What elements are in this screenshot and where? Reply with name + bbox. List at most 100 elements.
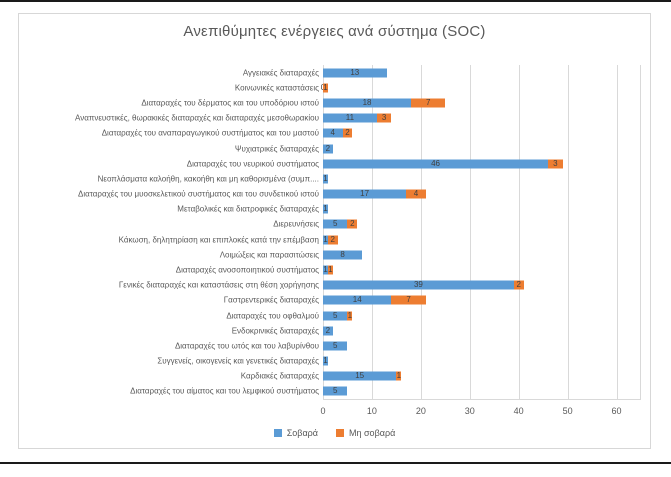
bar-segment-non-serious[interactable] — [347, 311, 353, 320]
bar-segment-serious[interactable] — [323, 113, 377, 123]
bar-segment-non-serious[interactable] — [376, 113, 392, 123]
category-label: Κάκωση, δηλητηρίαση και επιπλοκές κατά τ… — [118, 235, 319, 245]
x-tick-label: 0 — [320, 406, 326, 416]
bar-segment-serious[interactable] — [323, 280, 514, 290]
data-label: 18 — [362, 97, 372, 107]
bar-segment-non-serious[interactable] — [323, 83, 328, 93]
gridline — [567, 65, 569, 399]
data-label: 2 — [516, 280, 521, 290]
x-axis-line — [323, 399, 641, 400]
x-tick-label: 60 — [611, 406, 622, 416]
category-label: Διαταραχές του δέρματος και του υποδόριο… — [141, 98, 319, 108]
bar-segment-non-serious[interactable] — [411, 98, 446, 108]
legend: Σοβαρά Μη σοβαρά — [19, 428, 650, 438]
bar-segment-serious[interactable] — [323, 311, 348, 320]
bar-segment-serious[interactable] — [323, 235, 328, 245]
page-bottom-rule — [0, 462, 671, 464]
data-label: 1 — [347, 310, 353, 320]
plot-area: 1301187113422463117415212811392147512511… — [321, 65, 641, 400]
bar-segment-serious[interactable] — [323, 68, 387, 78]
data-label: 7 — [425, 97, 431, 107]
x-tick-label: 30 — [464, 406, 475, 416]
legend-item[interactable]: Μη σοβαρά — [336, 428, 395, 438]
bar-segment-non-serious[interactable] — [513, 280, 524, 290]
category-label: Συγγενείς, οικογενείς και γενετικές διατ… — [157, 356, 319, 366]
bar-segment-serious[interactable] — [323, 144, 333, 153]
bar-segment-serious[interactable] — [323, 265, 328, 275]
x-tick-label: 10 — [366, 406, 377, 416]
category-label: Αναπνευστικές, θωρακικές διαταραχές και … — [75, 113, 319, 123]
data-label: 3 — [381, 113, 387, 123]
category-label: Διαταραχές του οφθαλμού — [226, 311, 319, 320]
gridline — [323, 65, 324, 399]
category-label: Ενδοκρινικές διαταραχές — [231, 326, 319, 336]
data-label: 5 — [332, 310, 338, 320]
data-label: 39 — [413, 280, 423, 290]
bar-segment-serious[interactable] — [323, 386, 348, 396]
chart-title: Ανεπιθύμητες ενέργειες ανά σύστημα (SOC) — [183, 23, 486, 40]
category-label: Μεταβολικές και διατροφικές διαταραχές — [177, 204, 319, 214]
data-label: 5 — [332, 386, 338, 396]
bar-segment-serious[interactable] — [323, 356, 328, 366]
data-label: 11 — [345, 113, 355, 123]
category-label: Αγγειακές διαταραχές — [242, 68, 319, 78]
category-label: Διαταραχές του μυοσκελετικού συστήματος … — [77, 189, 319, 199]
data-label: 4 — [330, 128, 336, 138]
data-label: 2 — [325, 143, 331, 153]
category-axis: Αγγειακές διαταραχές Κοινωνικές καταστάσε… — [19, 14, 319, 448]
bar-segment-non-serious[interactable] — [396, 371, 402, 381]
data-label: 5 — [332, 219, 338, 229]
bar-segment-serious[interactable] — [323, 371, 397, 381]
data-label: 1 — [323, 264, 328, 274]
bar-segment-non-serious[interactable] — [548, 159, 563, 169]
data-label: 1 — [328, 264, 333, 274]
category-label: Διαταραχές του αναπαραγωγικού συστήματος… — [101, 128, 319, 138]
bar-segment-non-serious[interactable] — [342, 128, 353, 138]
gridline — [371, 65, 373, 399]
bar-segment-serious[interactable] — [323, 189, 407, 199]
data-label: 1 — [323, 173, 328, 183]
data-label: 1 — [323, 356, 328, 366]
data-label: 17 — [360, 189, 370, 199]
category-label: Διερευνήσεις — [273, 219, 319, 229]
data-label: 1 — [323, 204, 328, 214]
bar-segment-serious[interactable] — [323, 174, 328, 184]
data-label: 2 — [325, 325, 331, 335]
bar-segment-serious[interactable] — [323, 295, 392, 305]
bar-segment-serious[interactable] — [323, 219, 348, 229]
bar-segment-non-serious[interactable] — [391, 295, 426, 305]
bar-segment-non-serious[interactable] — [327, 235, 338, 245]
bar-segment-serious[interactable] — [323, 250, 363, 260]
bar-segment-serious[interactable] — [323, 159, 549, 169]
gridline — [518, 65, 520, 399]
data-label: 13 — [350, 67, 360, 77]
x-tick-label: 40 — [513, 406, 524, 416]
category-label: Ψυχιατρικές διαταραχές — [234, 144, 319, 153]
bar-segment-non-serious[interactable] — [406, 189, 426, 199]
category-label: Διαταραχές ανοσοποιητικού συστήματος — [175, 265, 319, 275]
x-tick-label: 20 — [415, 406, 426, 416]
category-label: Διαταραχές του νευρικού συστήματος — [186, 159, 319, 169]
category-label: Λοιμώξεις και παρασιτώσεις — [219, 250, 319, 260]
adverse-events-chart[interactable]: Ανεπιθύμητες ενέργειες ανά σύστημα (SOC)… — [18, 13, 651, 449]
legend-item[interactable]: Σοβαρά — [273, 428, 318, 438]
category-label: Νεοπλάσματα καλοήθη, κακοήθη και μη καθο… — [97, 174, 319, 184]
legend-label: Μη σοβαρά — [349, 428, 396, 438]
bar-segment-serious[interactable] — [323, 204, 328, 214]
category-label: Γαστρεντερικές διαταραχές — [223, 295, 319, 305]
gridline — [469, 65, 471, 399]
category-label: Καρδιακές διαταραχές — [240, 371, 319, 381]
bar-segment-non-serious[interactable] — [347, 219, 358, 229]
bar-segment-serious[interactable] — [323, 341, 348, 351]
bar-segment-serious[interactable] — [323, 128, 343, 138]
data-label: 8 — [340, 249, 345, 259]
page-top-rule — [0, 0, 671, 2]
category-label: Γενικές διαταραχές και καταστάσεις στη θ… — [118, 280, 319, 290]
bar-segment-serious[interactable] — [323, 326, 333, 336]
category-label: Κοινωνικές καταστάσεις — [234, 83, 319, 93]
legend-swatch-icon — [336, 429, 344, 437]
data-label: 15 — [355, 371, 365, 381]
bar-segment-serious[interactable] — [323, 98, 412, 108]
bar-segment-non-serious[interactable] — [327, 265, 333, 275]
data-label: 1 — [323, 234, 328, 244]
